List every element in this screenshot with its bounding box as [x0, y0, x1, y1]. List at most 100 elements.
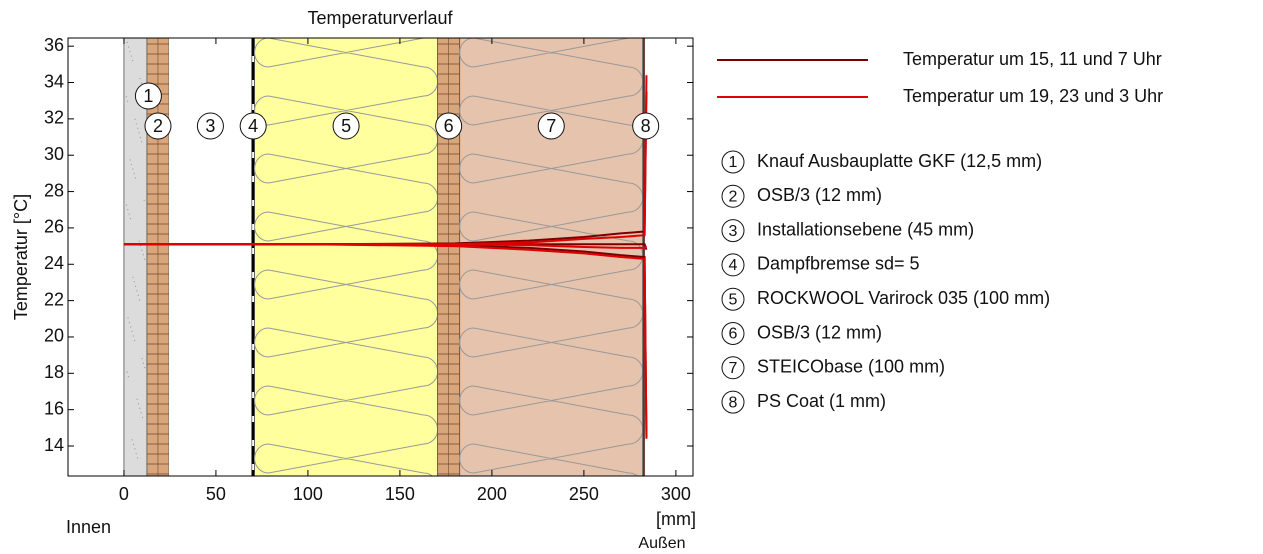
- layer-legend-circle: [721, 356, 745, 380]
- legend-label: Temperatur um 15, 11 und 7 Uhr: [903, 49, 1162, 69]
- layer-legend-circle: [721, 287, 745, 311]
- plaster-dot: [127, 46, 130, 48]
- plaster-dot: [127, 376, 130, 378]
- layer-label: 5: [341, 116, 351, 136]
- x-axis-label: [mm]: [656, 509, 696, 529]
- layer: [254, 38, 439, 476]
- layer-legend-label: Installationsebene (45 mm): [757, 219, 974, 239]
- plaster-dot: [144, 367, 146, 369]
- layer-legend-circle: [721, 253, 745, 277]
- plaster-dot: [130, 55, 132, 57]
- plaster-dot: [125, 96, 127, 98]
- plaster-dot: [135, 452, 137, 455]
- layer-legend-number: 8: [729, 394, 738, 411]
- layer-legend-number: 1: [729, 154, 738, 171]
- plaster-dot: [131, 330, 133, 333]
- plaster-dot: [139, 245, 142, 247]
- layer-legend-circle: [721, 184, 745, 208]
- plaster-dot: [125, 204, 128, 206]
- x-label-right: Außen: [638, 535, 685, 552]
- layer-legend-label: OSB/3 (12 mm): [757, 322, 882, 342]
- plaster-dot: [136, 398, 138, 400]
- y-axis-label: Temperatur [°C]: [11, 194, 31, 320]
- plaster-dot: [132, 168, 134, 170]
- plaster-dot: [136, 290, 138, 292]
- y-tick-label: 30: [44, 144, 64, 164]
- layer-label: 4: [248, 116, 258, 136]
- plaster-dot: [141, 249, 143, 251]
- plaster-dot: [138, 132, 140, 134]
- layer-label: 8: [641, 116, 651, 136]
- plaster-dot: [134, 448, 136, 450]
- plaster-dot: [143, 258, 146, 260]
- plaster-dot: [139, 299, 141, 301]
- layer-legend-number: 6: [729, 326, 738, 343]
- x-label-left: Innen: [66, 517, 111, 537]
- layer-legend-number: 7: [729, 360, 738, 377]
- y-tick-label: 28: [44, 180, 64, 200]
- plaster-dot: [134, 339, 136, 342]
- y-tick-label: 32: [44, 108, 64, 128]
- layer-label-circle: [239, 112, 267, 140]
- plaster-dot: [133, 281, 135, 283]
- plaster-dot: [141, 141, 143, 143]
- plaster-dot: [142, 362, 145, 364]
- plaster-dot: [143, 199, 145, 202]
- plaster-dot: [132, 276, 134, 278]
- plaster-dot: [139, 78, 141, 80]
- plaster-dot: [139, 407, 141, 409]
- plaster-dot: [140, 82, 142, 84]
- layer-legend-number: 3: [729, 223, 738, 240]
- layer-legend-number: 5: [729, 291, 738, 308]
- plaster-dot: [135, 285, 137, 287]
- layer-label: 7: [546, 116, 556, 136]
- layer-label-circle: [435, 112, 463, 140]
- plaster-dot: [136, 457, 139, 459]
- layer-legend-label: STEICObase (100 mm): [757, 357, 945, 377]
- layer-legend-label: Knauf Ausbauplatte GKF (12,5 mm): [757, 151, 1042, 171]
- chart-title: Temperaturverlauf: [307, 8, 453, 28]
- layer-legend-circle: [721, 219, 745, 243]
- layer-label: 6: [444, 116, 454, 136]
- x-tick-label: 150: [385, 484, 415, 504]
- y-tick-label: 22: [44, 289, 64, 309]
- legend-label: Temperatur um 19, 23 und 3 Uhr: [903, 86, 1163, 106]
- layer-label-circle: [196, 112, 224, 140]
- plaster-dot: [130, 326, 132, 328]
- temperature-line: [123, 243, 648, 439]
- plaster-dot: [127, 317, 129, 319]
- y-tick-label: 24: [44, 253, 64, 273]
- x-tick-label: 0: [119, 484, 129, 504]
- y-tick-label: 20: [44, 326, 64, 346]
- layer-legend-circle: [721, 150, 745, 174]
- layer-legend-label: ROCKWOOL Varirock 035 (100 mm): [757, 288, 1050, 308]
- plaster-dot: [128, 321, 130, 324]
- layer-label-circle: [134, 82, 162, 110]
- plaster-dot: [130, 163, 133, 166]
- plaster-dot: [127, 100, 129, 102]
- x-tick-label: 300: [661, 484, 691, 504]
- plaster-dot: [134, 118, 136, 120]
- plaster-dot: [137, 127, 139, 129]
- plaster-dot: [138, 240, 140, 242]
- y-tick-label: 36: [44, 35, 64, 55]
- layer-legend-circle: [721, 322, 745, 345]
- x-tick-label: 250: [569, 484, 599, 504]
- y-tick-label: 34: [44, 71, 64, 91]
- plaster-dot: [134, 177, 137, 179]
- layer: [169, 38, 252, 476]
- plaster-dot: [129, 159, 131, 161]
- y-tick-label: 14: [44, 435, 64, 455]
- layer-legend-number: 4: [729, 257, 738, 274]
- layer-label: 2: [153, 116, 163, 136]
- plaster-dot: [132, 335, 134, 337]
- layer-label: 1: [143, 86, 153, 106]
- layer-legend-label: PS Coat (1 mm): [757, 391, 886, 411]
- plaster-dot: [131, 59, 134, 62]
- plot: [123, 38, 648, 476]
- x-tick-label: 50: [206, 484, 226, 504]
- plaster-dot: [142, 254, 144, 256]
- plaster-dot: [137, 403, 140, 405]
- layer-label-circle: [632, 112, 660, 140]
